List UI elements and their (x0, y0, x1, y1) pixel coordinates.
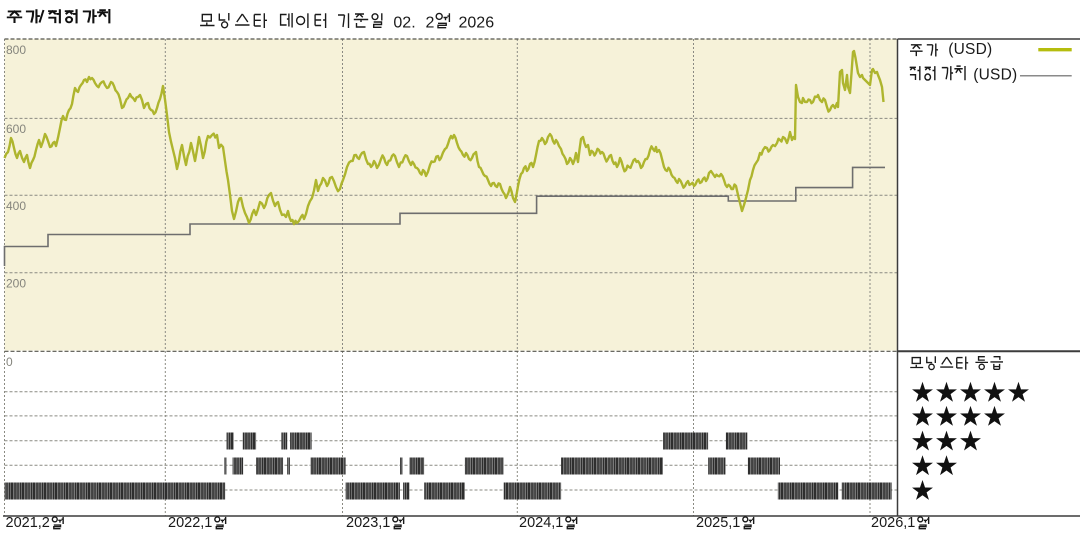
svg-text:200: 200 (6, 277, 26, 291)
svg-text:2023,1: 2023,1 (346, 515, 390, 531)
svg-text:600: 600 (6, 122, 26, 136)
svg-text:2022,1: 2022,1 (168, 515, 212, 531)
svg-text:(USD): (USD) (948, 41, 992, 58)
svg-text:2021,2: 2021,2 (6, 515, 50, 531)
svg-text:02.: 02. (393, 14, 415, 31)
svg-text:800: 800 (6, 43, 26, 57)
svg-text:2026: 2026 (459, 14, 495, 31)
svg-text:2: 2 (426, 14, 435, 31)
svg-text:2024,1: 2024,1 (519, 515, 563, 531)
svg-text:(USD): (USD) (973, 67, 1017, 84)
svg-text:2025,1: 2025,1 (696, 515, 740, 531)
svg-text:0: 0 (6, 355, 13, 369)
svg-text:2026,1: 2026,1 (871, 515, 915, 531)
svg-text:400: 400 (6, 199, 26, 213)
